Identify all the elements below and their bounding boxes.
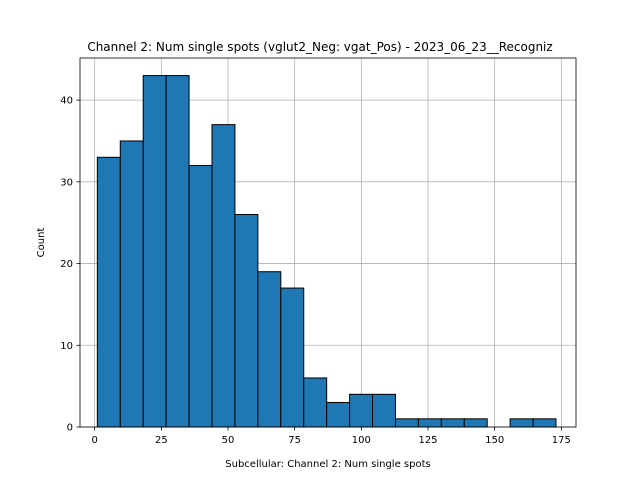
x-tick-label: 0 xyxy=(91,435,97,446)
y-tick-label: 10 xyxy=(60,341,73,352)
y-axis-label: Count xyxy=(36,228,47,258)
histogram-bar xyxy=(372,393,396,428)
chart-title: Channel 2: Num single spots (vglut2_Neg:… xyxy=(87,40,552,54)
x-tick-label: 100 xyxy=(352,435,371,446)
histogram-bar xyxy=(440,418,465,428)
histogram-bar xyxy=(188,164,213,428)
y-tick-label: 40 xyxy=(60,96,73,107)
y-tick-label: 20 xyxy=(60,259,73,270)
histogram-bar xyxy=(394,418,419,428)
histogram-bar xyxy=(96,156,121,428)
histogram-bar xyxy=(234,214,259,428)
x-tick-label: 25 xyxy=(155,435,168,446)
axis-ticks: 0 25 50 75 100 125 150 175 0 10 20 30 40 xyxy=(60,96,571,446)
histogram-bar xyxy=(349,393,374,428)
histogram-bar xyxy=(532,418,557,428)
x-tick-label: 150 xyxy=(485,435,504,446)
axes-frame xyxy=(79,57,577,428)
x-tick-label: 125 xyxy=(418,435,437,446)
histogram-bar xyxy=(119,140,144,428)
histogram-bar xyxy=(509,418,534,428)
histogram-bar xyxy=(165,75,190,428)
histogram-bars xyxy=(96,75,557,428)
x-axis-label: Subcellular: Channel 2: Num single spots xyxy=(225,459,430,470)
histogram-bar xyxy=(326,401,351,428)
x-tick-label: 175 xyxy=(552,435,571,446)
histogram-bar xyxy=(280,287,305,428)
x-tick-label: 75 xyxy=(288,435,301,446)
y-tick-label: 0 xyxy=(67,423,73,434)
histogram-bar xyxy=(303,377,328,428)
histogram-bar xyxy=(417,418,442,428)
histogram-bar xyxy=(142,75,167,428)
histogram-bar xyxy=(463,418,488,428)
histogram-bar xyxy=(257,271,282,428)
x-tick-label: 50 xyxy=(222,435,235,446)
y-tick-label: 30 xyxy=(60,177,73,188)
histogram-bar xyxy=(211,124,236,428)
